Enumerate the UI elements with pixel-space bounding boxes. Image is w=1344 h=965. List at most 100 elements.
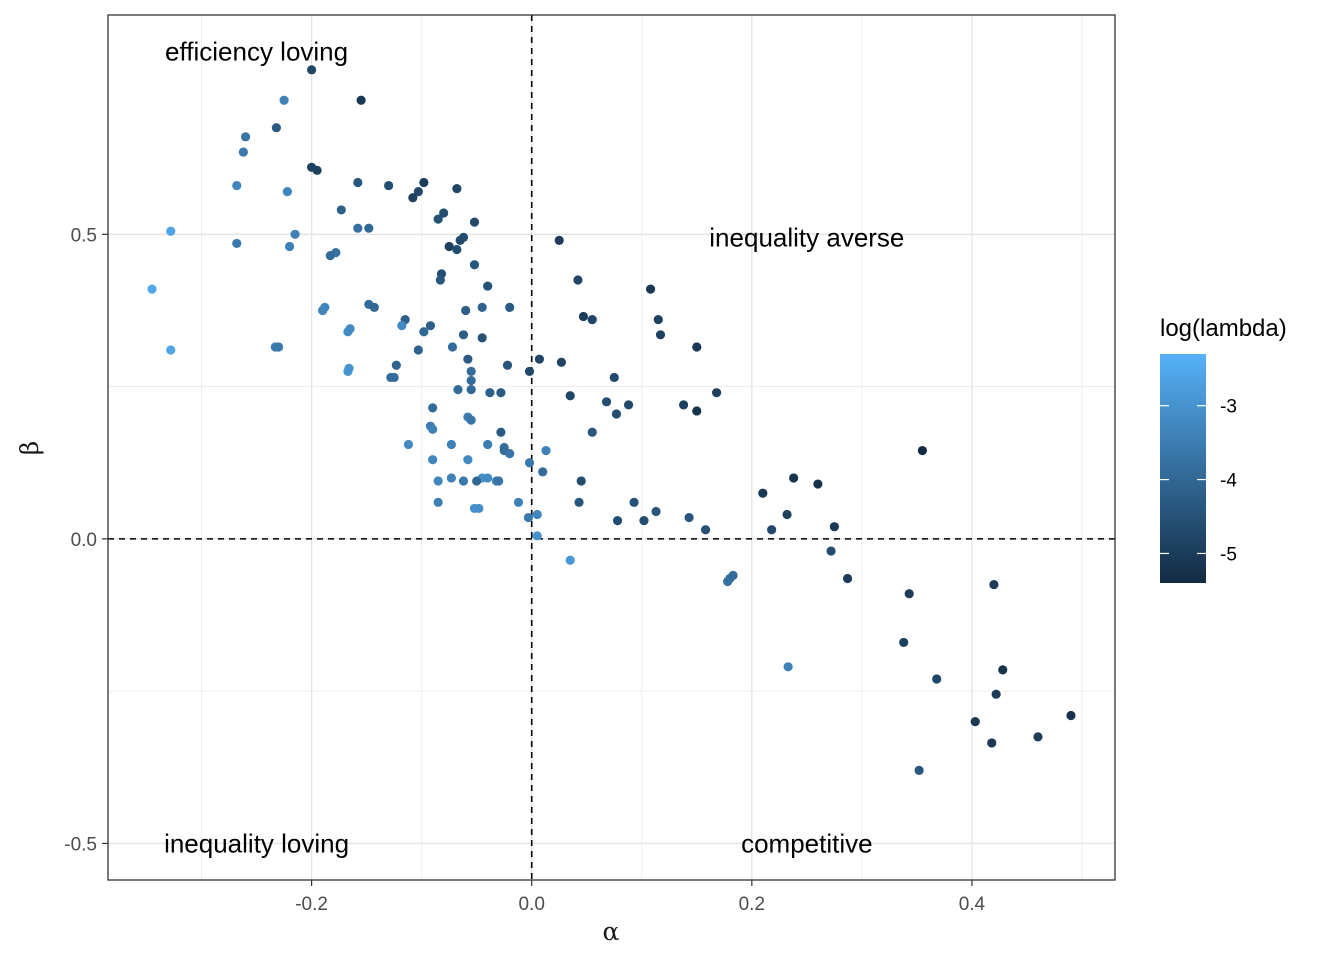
data-point	[505, 302, 515, 312]
data-point	[991, 689, 1001, 699]
data-point	[384, 180, 394, 191]
data-point	[513, 497, 524, 507]
data-point	[419, 327, 429, 337]
data-point	[453, 385, 463, 395]
data-point	[474, 503, 484, 514]
data-point	[576, 476, 586, 486]
data-point	[461, 305, 471, 316]
data-point	[767, 525, 777, 535]
data-point	[452, 244, 462, 255]
data-point	[290, 229, 300, 239]
legend-tick-label: -4	[1220, 471, 1237, 492]
data-point	[284, 241, 295, 252]
data-point	[653, 314, 663, 325]
y-tick-label: 0.5	[71, 225, 97, 246]
data-point	[307, 65, 317, 75]
data-point	[485, 388, 495, 398]
data-point	[554, 235, 564, 245]
quadrant-annotations: efficiency loving inequality averse inequa…	[164, 37, 904, 859]
data-point	[483, 281, 493, 291]
data-point	[466, 415, 476, 425]
data-point	[629, 497, 639, 507]
data-point	[446, 473, 456, 483]
data-point	[573, 275, 583, 285]
data-point	[524, 458, 535, 468]
data-point	[413, 345, 423, 355]
quadrant-label: inequality averse	[709, 222, 904, 252]
data-point	[343, 366, 353, 376]
data-point	[987, 738, 997, 748]
data-point	[458, 330, 469, 340]
data-point	[364, 223, 374, 233]
data-points	[147, 65, 1076, 775]
data-point	[343, 327, 353, 337]
data-point	[238, 147, 248, 157]
data-point	[523, 512, 534, 523]
data-point	[826, 546, 836, 556]
data-point	[556, 357, 567, 367]
data-point	[494, 476, 504, 486]
data-point	[472, 476, 482, 486]
data-point	[914, 765, 924, 775]
data-point	[466, 375, 476, 386]
x-axis-title: α	[603, 917, 620, 946]
legend-tick-label: -5	[1220, 544, 1237, 565]
data-point	[532, 531, 542, 541]
data-point	[466, 366, 476, 376]
data-point	[899, 637, 909, 648]
data-point	[989, 579, 999, 590]
data-point	[782, 509, 792, 520]
quadrant-label: competitive	[741, 828, 873, 858]
data-point	[712, 388, 722, 398]
data-point	[829, 522, 839, 532]
data-point	[271, 123, 281, 133]
data-point	[655, 330, 666, 340]
data-point	[439, 208, 449, 218]
data-point	[496, 427, 506, 437]
data-point	[532, 509, 542, 520]
data-point	[433, 497, 443, 507]
data-point	[611, 409, 622, 419]
data-point	[166, 226, 176, 236]
data-point	[446, 439, 456, 450]
data-point	[435, 275, 445, 285]
data-point	[452, 184, 462, 194]
data-point	[336, 205, 346, 215]
data-point	[541, 445, 551, 456]
data-point	[783, 662, 793, 672]
data-point	[612, 515, 623, 526]
data-point	[998, 665, 1008, 675]
data-point	[813, 479, 823, 489]
data-point	[524, 366, 535, 376]
reference-lines	[108, 15, 1115, 880]
data-point	[678, 400, 689, 410]
data-point	[325, 251, 335, 261]
data-point	[502, 360, 513, 370]
data-point	[353, 223, 363, 233]
data-point	[538, 467, 548, 477]
legend-colorbar	[1160, 354, 1206, 583]
data-point	[692, 406, 702, 416]
data-point	[565, 391, 575, 401]
data-point	[904, 589, 914, 599]
legend-ticks: -3 -4 -5	[1160, 397, 1237, 565]
data-point	[425, 321, 436, 331]
data-point	[565, 555, 575, 565]
data-point	[369, 302, 379, 312]
data-point	[166, 345, 176, 355]
data-point	[728, 570, 738, 581]
data-point	[312, 165, 322, 175]
data-point	[240, 132, 251, 142]
data-point	[601, 397, 612, 407]
data-point	[447, 342, 458, 352]
data-point	[232, 180, 242, 191]
data-point	[723, 576, 733, 587]
data-point	[578, 311, 589, 322]
data-point	[455, 235, 465, 245]
color-legend: log(lambda) -3 -4 -5	[1160, 315, 1287, 583]
data-point	[469, 217, 480, 227]
data-point	[842, 573, 853, 584]
data-point	[428, 424, 438, 434]
